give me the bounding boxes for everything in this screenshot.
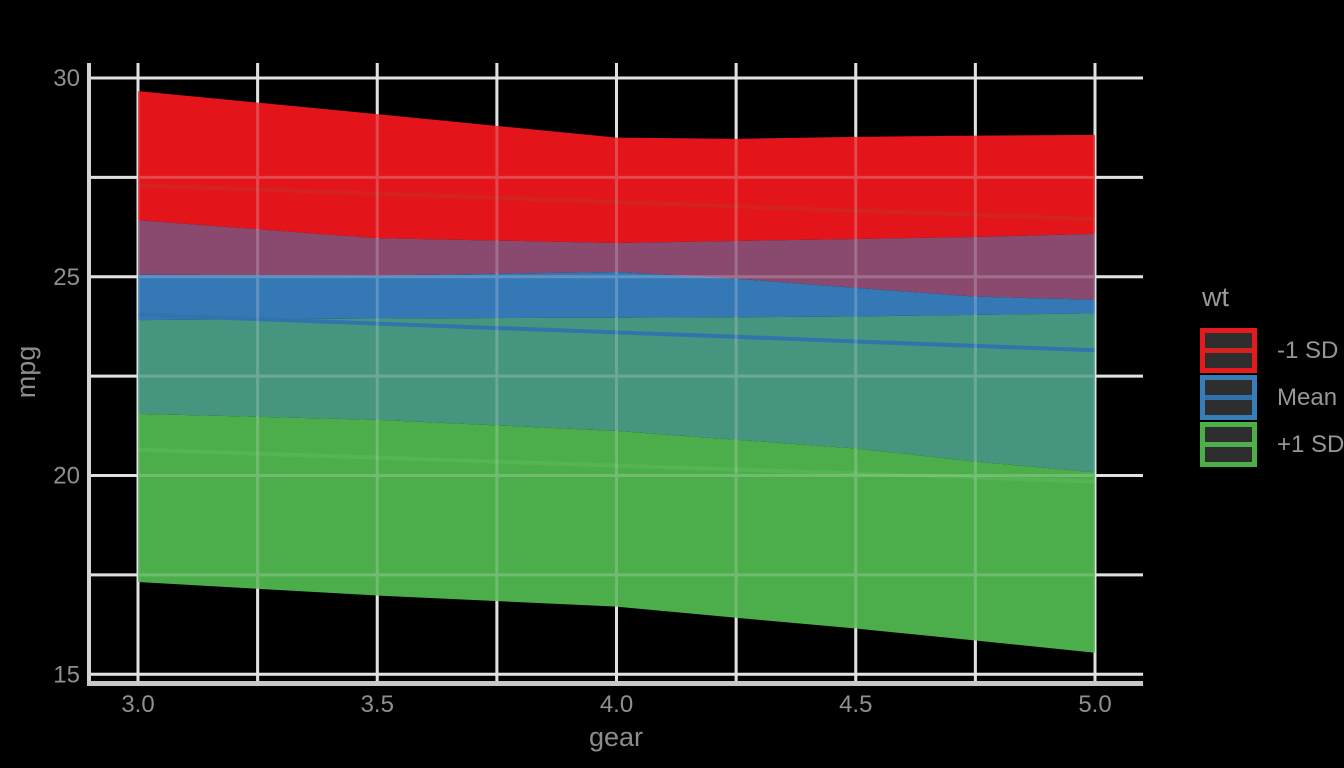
- legend-key-line: [1205, 348, 1252, 353]
- region-red: [138, 91, 1095, 243]
- region-blue-green-overlap: [138, 313, 1095, 473]
- y-axis-title: mpg: [11, 346, 41, 399]
- legend-entry-label: -1 SD: [1277, 336, 1339, 364]
- ribbon-regions: [138, 91, 1095, 653]
- legend-title: wt: [1202, 282, 1229, 312]
- legend-key-swatch: [1200, 422, 1257, 467]
- x-axis-title: gear: [589, 722, 643, 752]
- region-red-blue-overlap: [138, 220, 1095, 300]
- y-tick-label: 15: [53, 661, 80, 688]
- legend-entries: -1 SD Mean +1 SD: [1200, 328, 1344, 467]
- legend-key-swatch: [1200, 375, 1257, 420]
- legend-entry: +1 SD: [1200, 422, 1344, 467]
- legend-key-line: [1205, 395, 1252, 400]
- legend-entry-label: Mean: [1277, 383, 1338, 411]
- axis-lines: [87, 63, 1143, 686]
- y-tick-label: 30: [53, 65, 80, 92]
- x-tick-label: 3.0: [121, 691, 154, 718]
- x-tick-label: 4.5: [839, 691, 872, 718]
- y-tick-label: 25: [53, 264, 80, 291]
- legend-entry: -1 SD: [1200, 328, 1344, 373]
- regression-lines: [137, 183, 1096, 484]
- mean-line--1-sd: [137, 183, 1096, 222]
- gridlines-overlay: [89, 63, 1143, 681]
- legend: wt -1 SD Mean +1 SD: [1200, 284, 1344, 469]
- legend-key-line: [1205, 442, 1252, 447]
- x-tick-label: 3.5: [361, 691, 394, 718]
- legend-key-swatch: [1200, 328, 1257, 373]
- mean-line-mean: [137, 312, 1096, 353]
- y-tick-label: 20: [53, 463, 80, 490]
- legend-entry-label: +1 SD: [1277, 430, 1344, 458]
- region-blue: [138, 271, 1095, 321]
- mean-line-+1-sd: [137, 447, 1096, 484]
- x-tick-label: 4.0: [600, 691, 633, 718]
- tick-labels: 15 20 25 30 3.0 3.5 4.0 4.5 5.0: [53, 65, 1111, 718]
- legend-entry: Mean: [1200, 375, 1344, 420]
- x-tick-label: 5.0: [1078, 691, 1111, 718]
